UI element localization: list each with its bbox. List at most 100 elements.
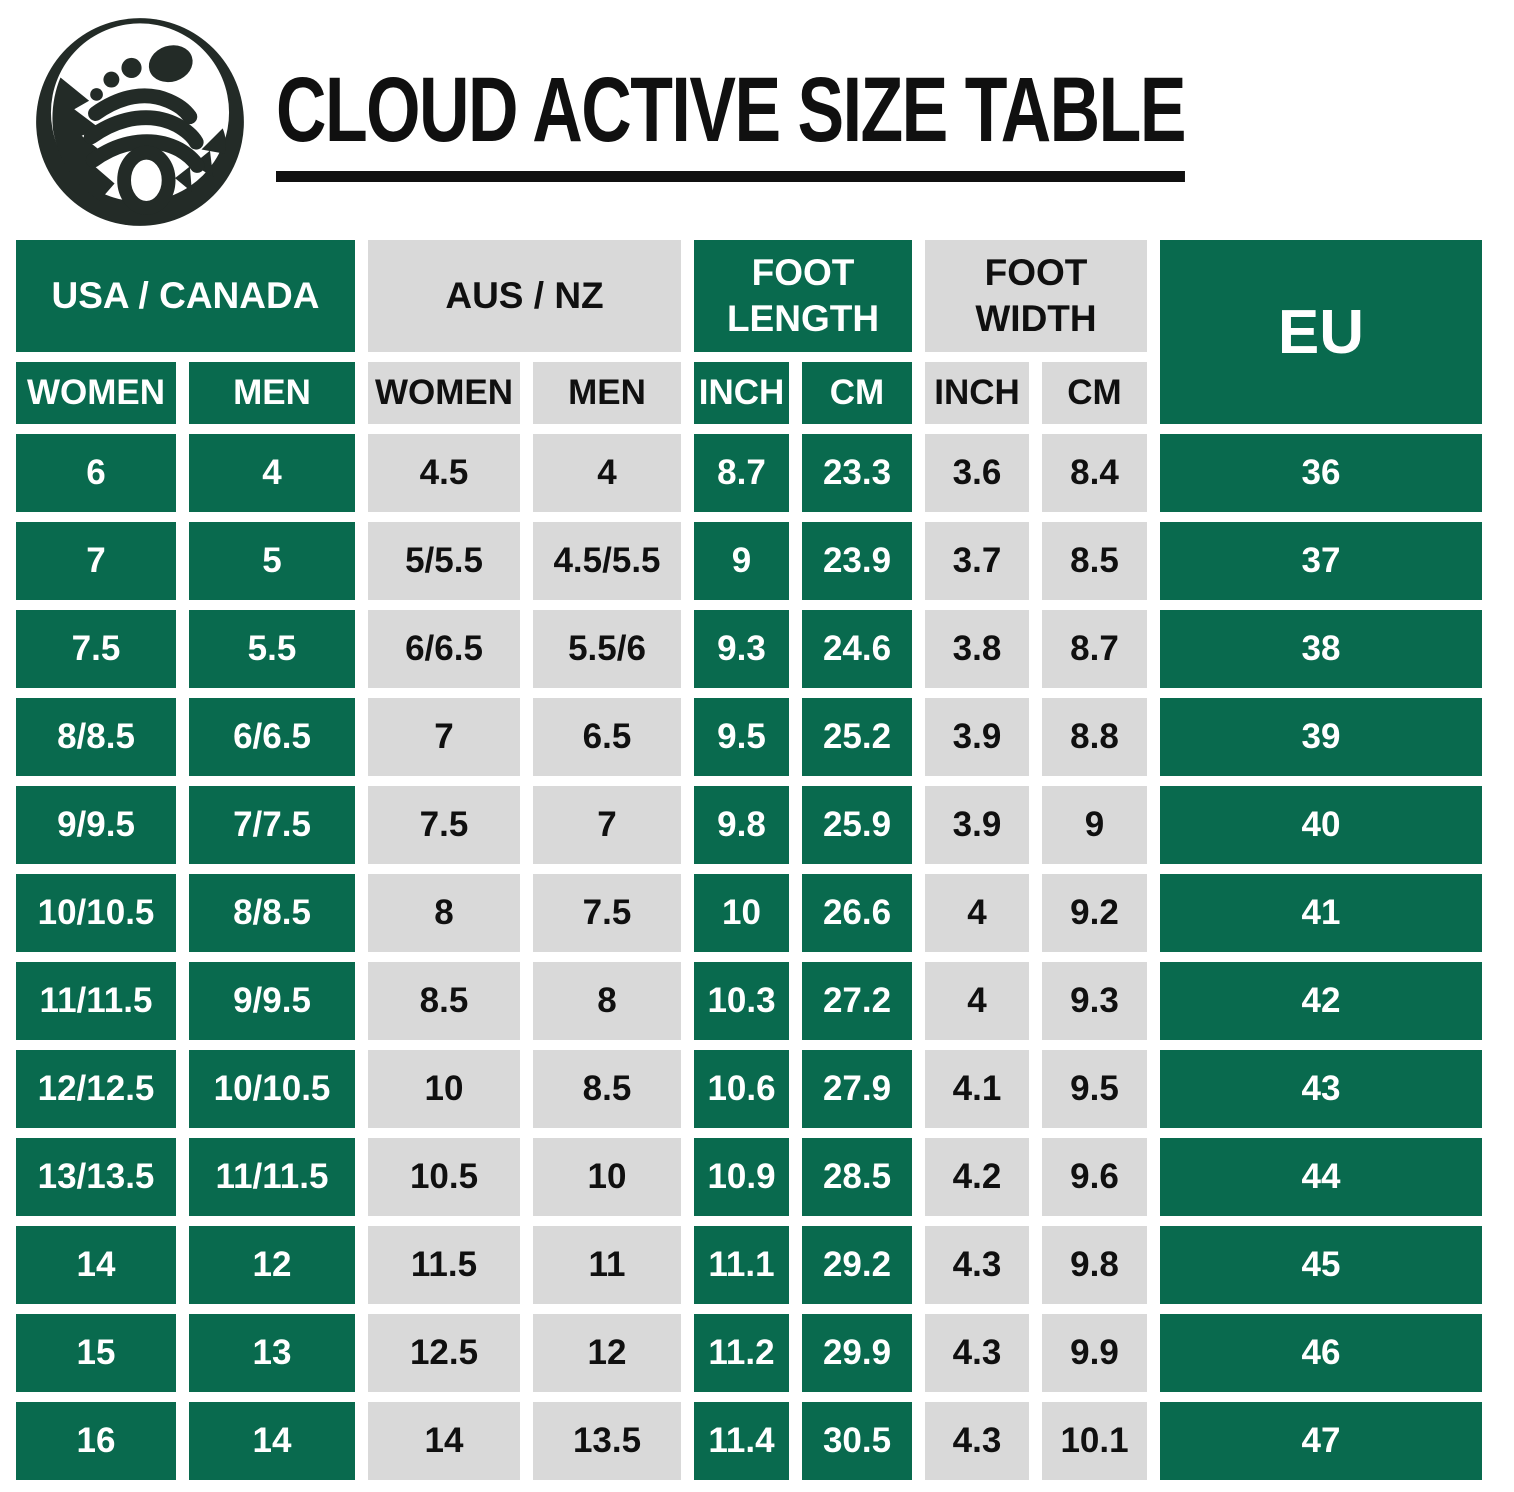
cell-usa-men-row9: 11/11.5 [189,1138,355,1216]
cell-aus-women-row9: 10.5 [368,1138,520,1216]
cell-usa-women-row8: 12/12.5 [16,1050,176,1128]
cell-usa-women-row7: 11/11.5 [16,962,176,1040]
cell-width-cm-row12: 10.1 [1042,1402,1147,1480]
cell-usa-women-row2: 7 [16,522,176,600]
group-header-usa-canada: USA / CANADA [16,240,355,352]
cell-eu-row6: 41 [1160,874,1482,952]
cell-usa-men-row3: 5.5 [189,610,355,688]
cell-aus-men-row2: 4.5/5.5 [533,522,681,600]
column-header-usa-women: WOMEN [16,362,176,424]
cell-width-inch-row4: 3.9 [925,698,1029,776]
cell-usa-women-row1: 6 [16,434,176,512]
cell-eu-row11: 46 [1160,1314,1482,1392]
cell-width-cm-row4: 8.8 [1042,698,1147,776]
cell-width-inch-row12: 4.3 [925,1402,1029,1480]
cell-length-cm-row6: 26.6 [802,874,912,952]
size-table: USA / CANADA AUS / NZ FOOT LENGTH FOOT W… [0,238,1514,1480]
cell-width-cm-row7: 9.3 [1042,962,1147,1040]
cell-width-inch-row1: 3.6 [925,434,1029,512]
cell-usa-women-row4: 8/8.5 [16,698,176,776]
column-header-width-cm: CM [1042,362,1147,424]
cell-length-inch-row10: 11.1 [694,1226,789,1304]
cell-aus-women-row11: 12.5 [368,1314,520,1392]
cell-length-cm-row7: 27.2 [802,962,912,1040]
cell-aus-women-row1: 4.5 [368,434,520,512]
cell-aus-men-row10: 11 [533,1226,681,1304]
cell-width-cm-row11: 9.9 [1042,1314,1147,1392]
cell-usa-men-row2: 5 [189,522,355,600]
cell-length-inch-row5: 9.8 [694,786,789,864]
cell-length-cm-row12: 30.5 [802,1402,912,1480]
cell-usa-men-row8: 10/10.5 [189,1050,355,1128]
cell-length-cm-row2: 23.9 [802,522,912,600]
cell-length-inch-row6: 10 [694,874,789,952]
cell-width-inch-row7: 4 [925,962,1029,1040]
cell-length-inch-row2: 9 [694,522,789,600]
cell-length-inch-row4: 9.5 [694,698,789,776]
cell-eu-row8: 43 [1160,1050,1482,1128]
cell-length-inch-row12: 11.4 [694,1402,789,1480]
cell-usa-men-row10: 12 [189,1226,355,1304]
cell-length-cm-row10: 29.2 [802,1226,912,1304]
cell-eu-row3: 38 [1160,610,1482,688]
cell-aus-women-row7: 8.5 [368,962,520,1040]
cell-aus-women-row10: 11.5 [368,1226,520,1304]
cell-width-inch-row9: 4.2 [925,1138,1029,1216]
cell-length-inch-row1: 8.7 [694,434,789,512]
cell-usa-women-row6: 10/10.5 [16,874,176,952]
cell-width-cm-row8: 9.5 [1042,1050,1147,1128]
cell-aus-women-row12: 14 [368,1402,520,1480]
cell-length-cm-row11: 29.9 [802,1314,912,1392]
cell-length-cm-row8: 27.9 [802,1050,912,1128]
cell-eu-row7: 42 [1160,962,1482,1040]
cell-width-cm-row10: 9.8 [1042,1226,1147,1304]
cell-eu-row2: 37 [1160,522,1482,600]
cell-length-cm-row4: 25.2 [802,698,912,776]
cell-width-inch-row10: 4.3 [925,1226,1029,1304]
column-header-aus-men: MEN [533,362,681,424]
cell-usa-men-row12: 14 [189,1402,355,1480]
cell-aus-men-row12: 13.5 [533,1402,681,1480]
cell-aus-men-row5: 7 [533,786,681,864]
cell-aus-men-row1: 4 [533,434,681,512]
cell-eu-row5: 40 [1160,786,1482,864]
cell-aus-men-row6: 7.5 [533,874,681,952]
cell-usa-women-row12: 16 [16,1402,176,1480]
cell-width-cm-row9: 9.6 [1042,1138,1147,1216]
group-header-aus-nz: AUS / NZ [368,240,681,352]
group-header-foot-width: FOOT WIDTH [925,240,1147,352]
cell-usa-women-row11: 15 [16,1314,176,1392]
cell-width-inch-row8: 4.1 [925,1050,1029,1128]
cell-usa-men-row6: 8/8.5 [189,874,355,952]
column-header-aus-women: WOMEN [368,362,520,424]
cell-aus-men-row7: 8 [533,962,681,1040]
cell-length-inch-row9: 10.9 [694,1138,789,1216]
column-header-length-cm: CM [802,362,912,424]
cell-usa-women-row9: 13/13.5 [16,1138,176,1216]
cell-width-inch-row6: 4 [925,874,1029,952]
cell-usa-men-row11: 13 [189,1314,355,1392]
cell-aus-men-row11: 12 [533,1314,681,1392]
cell-aus-men-row4: 6.5 [533,698,681,776]
cell-usa-women-row3: 7.5 [16,610,176,688]
cell-eu-row10: 45 [1160,1226,1482,1304]
cell-length-inch-row8: 10.6 [694,1050,789,1128]
cell-aus-women-row6: 8 [368,874,520,952]
cell-aus-men-row8: 8.5 [533,1050,681,1128]
page-title: CLOUD ACTIVE SIZE TABLE [276,62,1186,182]
cell-aus-women-row4: 7 [368,698,520,776]
column-header-eu: EU [1160,240,1482,424]
cell-aus-men-row3: 5.5/6 [533,610,681,688]
cell-width-inch-row2: 3.7 [925,522,1029,600]
cell-length-cm-row1: 23.3 [802,434,912,512]
cell-width-cm-row2: 8.5 [1042,522,1147,600]
cell-eu-row1: 36 [1160,434,1482,512]
cell-length-cm-row3: 24.6 [802,610,912,688]
column-header-usa-men: MEN [189,362,355,424]
cell-length-inch-row11: 11.2 [694,1314,789,1392]
cell-usa-men-row5: 7/7.5 [189,786,355,864]
header: CLOUD ACTIVE SIZE TABLE [0,0,1514,238]
cell-width-inch-row5: 3.9 [925,786,1029,864]
cell-length-inch-row3: 9.3 [694,610,789,688]
cell-usa-men-row4: 6/6.5 [189,698,355,776]
